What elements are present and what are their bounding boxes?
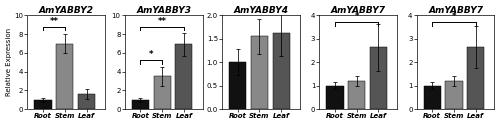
Title: AmYABBY4: AmYABBY4 xyxy=(234,6,288,15)
Title: AmYABBY2: AmYABBY2 xyxy=(39,6,94,15)
Bar xyxy=(176,44,192,109)
Bar xyxy=(272,33,289,109)
Text: *: * xyxy=(149,50,154,59)
Bar xyxy=(467,47,484,109)
Y-axis label: Relative Expression: Relative Expression xyxy=(6,28,12,96)
Bar xyxy=(229,62,246,109)
Text: **: ** xyxy=(50,17,58,26)
Bar xyxy=(326,86,344,109)
Text: **: ** xyxy=(158,17,166,26)
Bar xyxy=(370,47,387,109)
Bar xyxy=(34,100,51,109)
Bar xyxy=(78,94,95,109)
Bar xyxy=(348,81,366,109)
Title: AmYABBY7: AmYABBY7 xyxy=(331,6,386,15)
Title: AmYABBY7: AmYABBY7 xyxy=(428,6,483,15)
Bar xyxy=(56,44,74,109)
Bar xyxy=(424,86,441,109)
Bar xyxy=(154,76,170,109)
Text: *: * xyxy=(354,12,359,22)
Bar xyxy=(132,100,149,109)
Text: *: * xyxy=(452,12,456,22)
Bar xyxy=(446,81,462,109)
Bar xyxy=(251,36,268,109)
Title: AmYABBY3: AmYABBY3 xyxy=(136,6,191,15)
